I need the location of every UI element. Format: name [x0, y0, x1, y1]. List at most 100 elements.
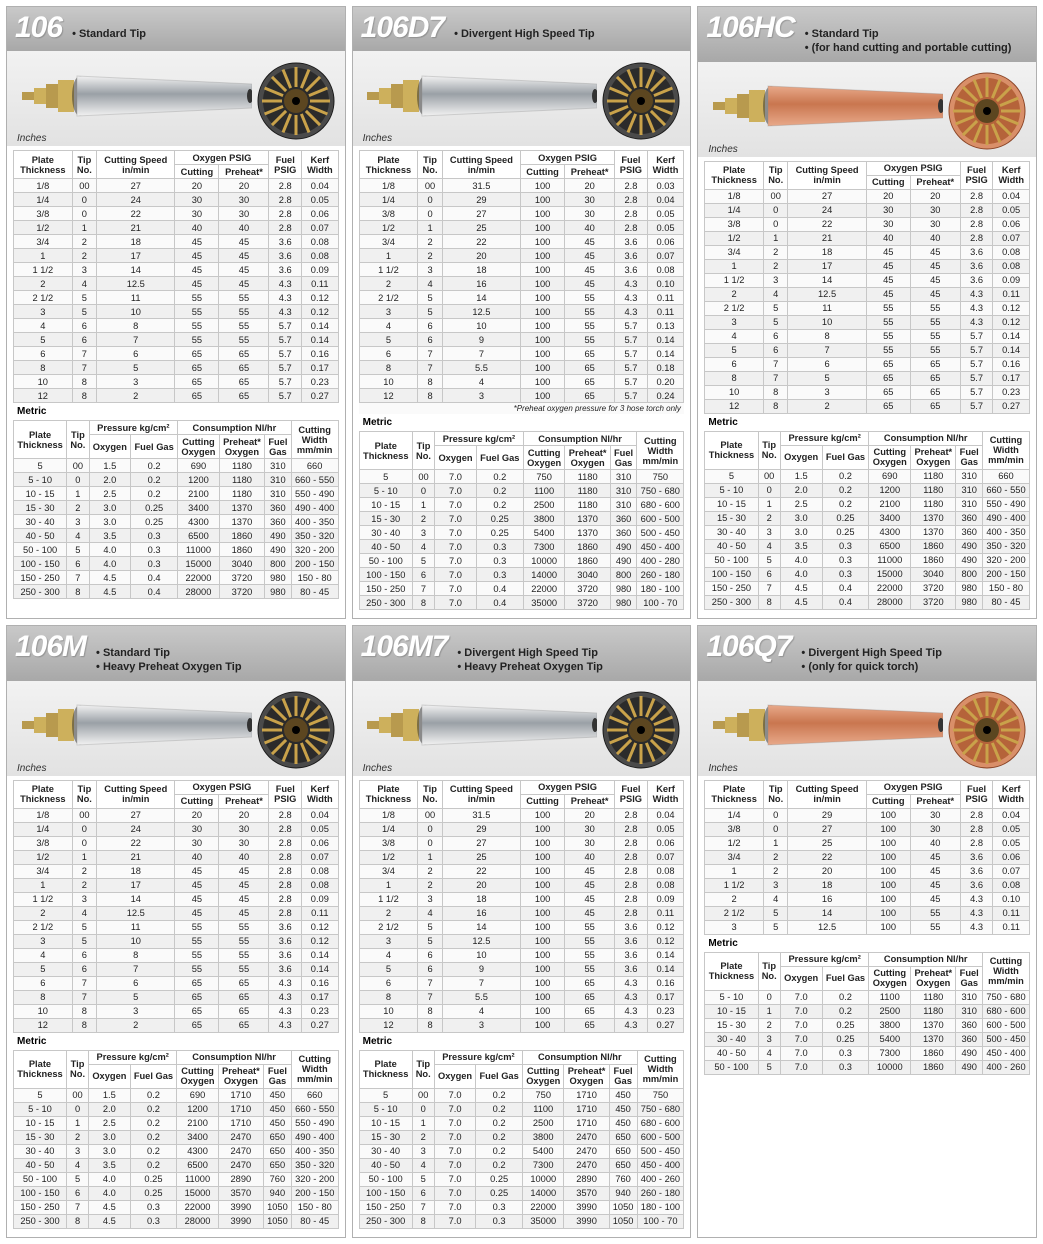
table-row[interactable]: 4 6 8 55 55 3.6 0.14 — [14, 948, 339, 962]
metric-table-106d7[interactable]: Plate Thickness Tip No. Pressure kg/cm² Co… — [359, 431, 685, 610]
table-row[interactable]: 2 1/2 5 11 55 55 4.3 0.12 — [705, 301, 1030, 315]
table-row[interactable]: 3/8 0 22 30 30 2.8 0.06 — [705, 217, 1030, 231]
table-row[interactable]: 10 8 4 100 65 5.7 0.20 — [359, 375, 684, 389]
table-row[interactable]: 40 - 50 4 3.5 0.2 6500 2470 650 350 - 320 — [14, 1158, 339, 1172]
table-row[interactable]: 1 2 17 45 45 2.8 0.08 — [14, 878, 339, 892]
table-row[interactable]: 5 6 7 55 55 3.6 0.14 — [14, 962, 339, 976]
table-row[interactable]: 3 5 10 55 55 3.6 0.12 — [14, 934, 339, 948]
table-row[interactable]: 12 8 2 65 65 4.3 0.27 — [14, 1018, 339, 1032]
table-row[interactable]: 3/8 0 22 30 30 2.8 0.06 — [14, 836, 339, 850]
table-row[interactable]: 1/8 00 27 20 20 2.8 0.04 — [14, 179, 339, 193]
table-row[interactable]: 8 7 5 65 65 4.3 0.17 — [14, 990, 339, 1004]
table-row[interactable]: 15 - 30 2 3.0 0.2 3400 2470 650 490 - 400 — [14, 1130, 339, 1144]
table-row[interactable]: 5 - 10 0 2.0 0.2 1200 1180 310 660 - 550 — [14, 473, 339, 487]
table-row[interactable]: 250 - 300 8 4.5 0.4 28000 3720 980 80 - 45 — [705, 595, 1030, 609]
table-row[interactable]: 1/4 0 24 30 30 2.8 0.05 — [14, 822, 339, 836]
table-row[interactable]: 30 - 40 3 3.0 0.25 4300 1370 360 400 - 350 — [14, 515, 339, 529]
table-row[interactable]: 2 1/2 5 14 100 55 3.6 0.12 — [359, 920, 684, 934]
table-row[interactable]: 1 2 20 100 45 3.6 0.07 — [359, 249, 684, 263]
table-row[interactable]: 12 8 2 65 65 5.7 0.27 — [14, 389, 339, 403]
table-row[interactable]: 250 - 300 8 4.5 0.3 28000 3990 1050 80 - 45 — [14, 1214, 339, 1228]
table-row[interactable]: 2 4 16 100 45 4.3 0.10 — [359, 277, 684, 291]
table-row[interactable]: 8 7 5.5 100 65 4.3 0.17 — [359, 990, 684, 1004]
table-row[interactable]: 50 - 100 5 7.0 0.3 10000 1860 490 400 - 280 — [359, 554, 684, 568]
table-row[interactable]: 8 7 5 65 65 5.7 0.17 — [14, 361, 339, 375]
inches-table-106d7[interactable]: Plate Thickness Tip No. Cutting Speed in/mi… — [359, 150, 685, 414]
table-row[interactable]: 2 1/2 5 11 55 55 4.3 0.12 — [14, 291, 339, 305]
table-row[interactable]: 4 6 8 55 55 5.7 0.14 — [705, 329, 1030, 343]
table-row[interactable]: 1 1/2 3 14 45 45 2.8 0.09 — [14, 892, 339, 906]
table-row[interactable]: 3 5 12.5 100 55 4.3 0.11 — [359, 305, 684, 319]
table-row[interactable]: 1/2 1 25 100 40 2.8 0.07 — [359, 850, 684, 864]
table-row[interactable]: 40 - 50 4 7.0 0.2 7300 2470 650 450 - 400 — [359, 1158, 684, 1172]
table-row[interactable]: 100 - 150 6 4.0 0.3 15000 3040 800 200 - 150 — [14, 557, 339, 571]
table-row[interactable]: 30 - 40 3 7.0 0.2 5400 2470 650 500 - 450 — [359, 1144, 684, 1158]
table-row[interactable]: 30 - 40 3 3.0 0.25 4300 1370 360 400 - 350 — [705, 525, 1030, 539]
table-row[interactable]: 2 1/2 5 14 100 55 4.3 0.11 — [359, 291, 684, 305]
table-row[interactable]: 1/4 0 29 100 30 2.8 0.05 — [359, 822, 684, 836]
table-row[interactable]: 3 5 10 55 55 4.3 0.12 — [14, 305, 339, 319]
table-row[interactable]: 10 8 3 65 65 4.3 0.23 — [14, 1004, 339, 1018]
table-row[interactable]: 250 - 300 8 4.5 0.4 28000 3720 980 80 - 45 — [14, 585, 339, 599]
table-row[interactable]: 150 - 250 7 4.5 0.4 22000 3720 980 150 - 80 — [14, 571, 339, 585]
table-row[interactable]: 1 2 20 100 45 2.8 0.08 — [359, 878, 684, 892]
table-row[interactable]: 1/2 1 21 40 40 2.8 0.07 — [14, 221, 339, 235]
table-row[interactable]: 15 - 30 2 7.0 0.25 3800 1370 360 600 - 500 — [705, 1018, 1030, 1032]
table-row[interactable]: 8 7 5.5 100 65 5.7 0.18 — [359, 361, 684, 375]
table-row[interactable]: 50 - 100 5 4.0 0.3 11000 1860 490 320 - 200 — [705, 553, 1030, 567]
table-row[interactable]: 5 - 10 0 2.0 0.2 1200 1710 450 660 - 550 — [14, 1102, 339, 1116]
table-row[interactable]: 1 1/2 3 18 100 45 3.6 0.08 — [359, 263, 684, 277]
table-row[interactable]: 1 2 20 100 45 3.6 0.07 — [705, 864, 1030, 878]
table-row[interactable]: 1 1/2 3 18 100 45 2.8 0.09 — [359, 892, 684, 906]
table-row[interactable]: 1/2 1 21 40 40 2.8 0.07 — [705, 231, 1030, 245]
table-row[interactable]: 15 - 30 2 3.0 0.25 3400 1370 360 490 - 400 — [14, 501, 339, 515]
table-row[interactable]: 3/4 2 22 100 45 3.6 0.06 — [705, 850, 1030, 864]
table-row[interactable]: 1 2 17 45 45 3.6 0.08 — [705, 259, 1030, 273]
metric-table-106m[interactable]: Plate Thickness Tip No. Pressure kg/cm² Co… — [13, 1050, 339, 1229]
table-row[interactable]: 1/8 00 31.5 100 20 2.8 0.03 — [359, 179, 684, 193]
table-row[interactable]: 5 6 9 100 55 3.6 0.14 — [359, 962, 684, 976]
table-row[interactable]: 2 4 12.5 45 45 4.3 0.11 — [705, 287, 1030, 301]
table-row[interactable]: 3/4 2 18 45 45 3.6 0.08 — [705, 245, 1030, 259]
table-row[interactable]: 3/8 0 27 100 30 2.8 0.05 — [359, 207, 684, 221]
table-row[interactable]: 4 6 10 100 55 5.7 0.13 — [359, 319, 684, 333]
table-row[interactable]: 1/8 00 31.5 100 20 2.8 0.04 — [359, 808, 684, 822]
table-row[interactable]: 3/8 0 27 100 30 2.8 0.05 — [705, 822, 1030, 836]
table-row[interactable]: 40 - 50 4 7.0 0.3 7300 1860 490 450 - 400 — [359, 540, 684, 554]
table-row[interactable]: 1/8 00 27 20 20 2.8 0.04 — [14, 808, 339, 822]
table-row[interactable]: 100 - 150 6 7.0 0.25 14000 3570 940 260 - 180 — [359, 1186, 684, 1200]
table-row[interactable]: 250 - 300 8 7.0 0.4 35000 3720 980 100 - 70 — [359, 596, 684, 610]
table-row[interactable]: 4 6 10 100 55 3.6 0.14 — [359, 948, 684, 962]
table-row[interactable]: 5 - 10 0 7.0 0.2 1100 1180 310 750 - 680 — [359, 484, 684, 498]
table-row[interactable]: 8 7 5 65 65 5.7 0.17 — [705, 371, 1030, 385]
table-row[interactable]: 10 8 3 65 65 5.7 0.23 — [705, 385, 1030, 399]
table-row[interactable]: 1 1/2 3 14 45 45 3.6 0.09 — [14, 263, 339, 277]
table-row[interactable]: 5 6 7 55 55 5.7 0.14 — [14, 333, 339, 347]
table-row[interactable]: 1/4 0 24 30 30 2.8 0.05 — [705, 203, 1030, 217]
table-row[interactable]: 10 - 15 1 2.5 0.2 2100 1710 450 550 - 490 — [14, 1116, 339, 1130]
table-row[interactable]: 1/2 1 25 100 40 2.8 0.05 — [359, 221, 684, 235]
table-row[interactable]: 5 - 10 0 2.0 0.2 1200 1180 310 660 - 550 — [705, 483, 1030, 497]
table-row[interactable]: 2 4 12.5 45 45 2.8 0.11 — [14, 906, 339, 920]
table-row[interactable]: 5 00 7.0 0.2 750 1710 450 750 — [359, 1088, 684, 1102]
table-row[interactable]: 100 - 150 6 7.0 0.3 14000 3040 800 260 - 180 — [359, 568, 684, 582]
table-row[interactable]: 10 - 15 1 2.5 0.2 2100 1180 310 550 - 490 — [14, 487, 339, 501]
table-row[interactable]: 2 1/2 5 14 100 55 4.3 0.11 — [705, 906, 1030, 920]
table-row[interactable]: 10 - 15 1 2.5 0.2 2100 1180 310 550 - 490 — [705, 497, 1030, 511]
table-row[interactable]: 3/4 2 22 100 45 2.8 0.08 — [359, 864, 684, 878]
metric-table-106q7[interactable]: Plate Thickness Tip No. Pressure kg/cm² Co… — [704, 952, 1030, 1075]
metric-table-106m7[interactable]: Plate Thickness Tip No. Pressure kg/cm² Co… — [359, 1050, 685, 1229]
inches-table-106m7[interactable]: Plate Thickness Tip No. Cutting Speed in/mi… — [359, 780, 685, 1033]
table-row[interactable]: 1/8 00 27 20 20 2.8 0.04 — [705, 189, 1030, 203]
table-row[interactable]: 6 7 7 100 65 5.7 0.14 — [359, 347, 684, 361]
table-row[interactable]: 10 8 4 100 65 4.3 0.23 — [359, 1004, 684, 1018]
table-row[interactable]: 40 - 50 4 3.5 0.3 6500 1860 490 350 - 320 — [705, 539, 1030, 553]
table-row[interactable]: 15 - 30 2 7.0 0.2 3800 2470 650 600 - 500 — [359, 1130, 684, 1144]
inches-table-106q7[interactable]: Plate Thickness Tip No. Cutting Speed in/mi… — [704, 780, 1030, 935]
table-row[interactable]: 3 5 10 55 55 4.3 0.12 — [705, 315, 1030, 329]
table-row[interactable]: 30 - 40 3 7.0 0.25 5400 1370 360 500 - 450 — [705, 1032, 1030, 1046]
table-row[interactable]: 1 1/2 3 14 45 45 3.6 0.09 — [705, 273, 1030, 287]
inches-table-106hc[interactable]: Plate Thickness Tip No. Cutting Speed in/mi… — [704, 161, 1030, 414]
table-row[interactable]: 6 7 6 65 65 5.7 0.16 — [14, 347, 339, 361]
table-row[interactable]: 10 - 15 1 7.0 0.2 2500 1180 310 680 - 600 — [359, 498, 684, 512]
